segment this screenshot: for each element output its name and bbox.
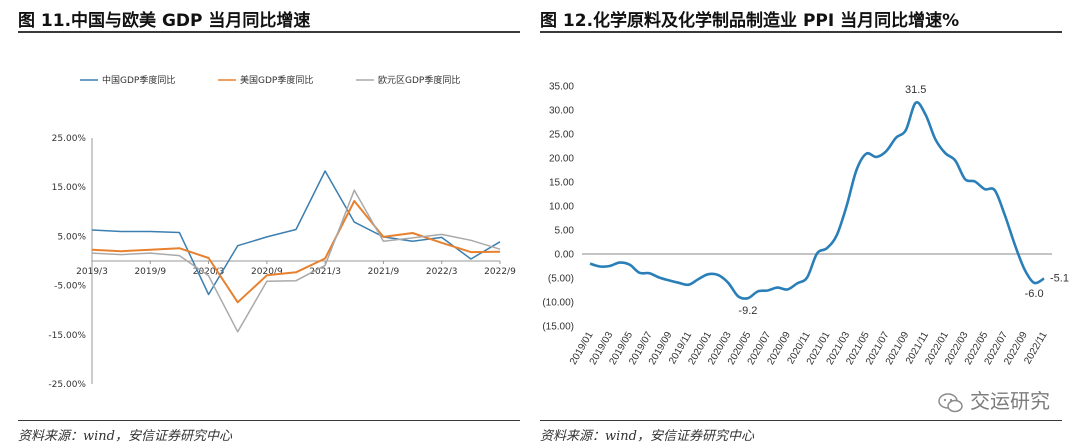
x-tick-label: 2022/9 — [484, 267, 516, 277]
y-tick-label: 10.00 — [549, 202, 574, 213]
right-panel: 图 12.化学原料及化学制品制造业 PPI 当月同比增速% 35.00 30.00… — [540, 0, 1080, 448]
right-chart-title: 图 12.化学原料及化学制品制造业 PPI 当月同比增速% — [540, 11, 960, 31]
left-source-rule — [18, 420, 520, 421]
y-tick-label: 20.00 — [549, 154, 574, 165]
right-source-rule — [540, 420, 1062, 421]
left-chart: 25.00% 15.00% 5.00% -5.00% -15.00% -25.00% 201… — [48, 74, 516, 390]
legend-label: 欧元区GDP季度同比 — [378, 74, 460, 86]
y-tick-label: 35.00 — [549, 82, 574, 93]
legend-label: 中国GDP季度同比 — [102, 74, 175, 86]
y-tick-label: (5.00) — [548, 274, 574, 285]
series-line — [91, 200, 501, 304]
y-tick-label: 15.00 — [549, 178, 574, 189]
wechat-icon — [938, 392, 963, 412]
x-tick-label: 2021/9 — [368, 267, 400, 277]
x-tick-label: 2019/9 — [134, 267, 166, 277]
ppi-line — [589, 101, 1045, 300]
watermark-text: 交运研究 — [970, 389, 1050, 413]
y-tick-label: -15.00% — [48, 331, 86, 341]
y-tick-label: 25.00% — [52, 134, 87, 144]
data-label: -9.2 — [738, 305, 757, 317]
x-tick-label: 2019/3 — [76, 267, 108, 277]
x-tick-label: 2020/3 — [193, 267, 225, 277]
y-tick-label: 30.00 — [549, 106, 574, 117]
x-tick-label: 2021/3 — [309, 267, 341, 277]
right-chart: 35.00 30.00 25.00 20.00 15.00 10.00 5.00 0.00 (5… — [542, 82, 1069, 367]
y-tick-label: 5.00 — [555, 226, 575, 237]
y-tick-label: -5.00% — [54, 282, 86, 292]
data-label: -6.0 — [1025, 288, 1044, 300]
left-panel: 图 11.中国与欧美 GDP 当月同比增速 25.00% 15.00% 5.00% -… — [18, 11, 520, 444]
watermark: 交运研究 — [938, 385, 1050, 414]
right-title-rule — [540, 31, 1062, 33]
data-label: -5.1 — [1050, 272, 1069, 284]
y-tick-label: (10.00) — [542, 298, 574, 309]
x-tick-label: 2020/9 — [251, 267, 283, 277]
y-tick-label: 5.00% — [57, 232, 86, 242]
y-tick-label: -25.00% — [48, 380, 86, 390]
y-tick-label: 15.00% — [52, 183, 87, 193]
y-tick-label: 25.00 — [549, 130, 574, 141]
y-tick-label: 0.00 — [555, 250, 575, 261]
series-line — [91, 189, 501, 333]
right-source: 资料来源：wind，安信证券研究中心 — [540, 429, 754, 444]
left-title-rule — [18, 31, 520, 33]
y-tick-label: (15.00) — [542, 322, 574, 333]
legend-label: 美国GDP季度同比 — [240, 74, 313, 86]
x-tick-label: 2022/3 — [426, 267, 458, 277]
data-label: 31.5 — [905, 84, 926, 96]
left-source: 资料来源：wind，安信证券研究中心 — [18, 429, 232, 444]
left-chart-title: 图 11.中国与欧美 GDP 当月同比增速 — [18, 11, 311, 31]
